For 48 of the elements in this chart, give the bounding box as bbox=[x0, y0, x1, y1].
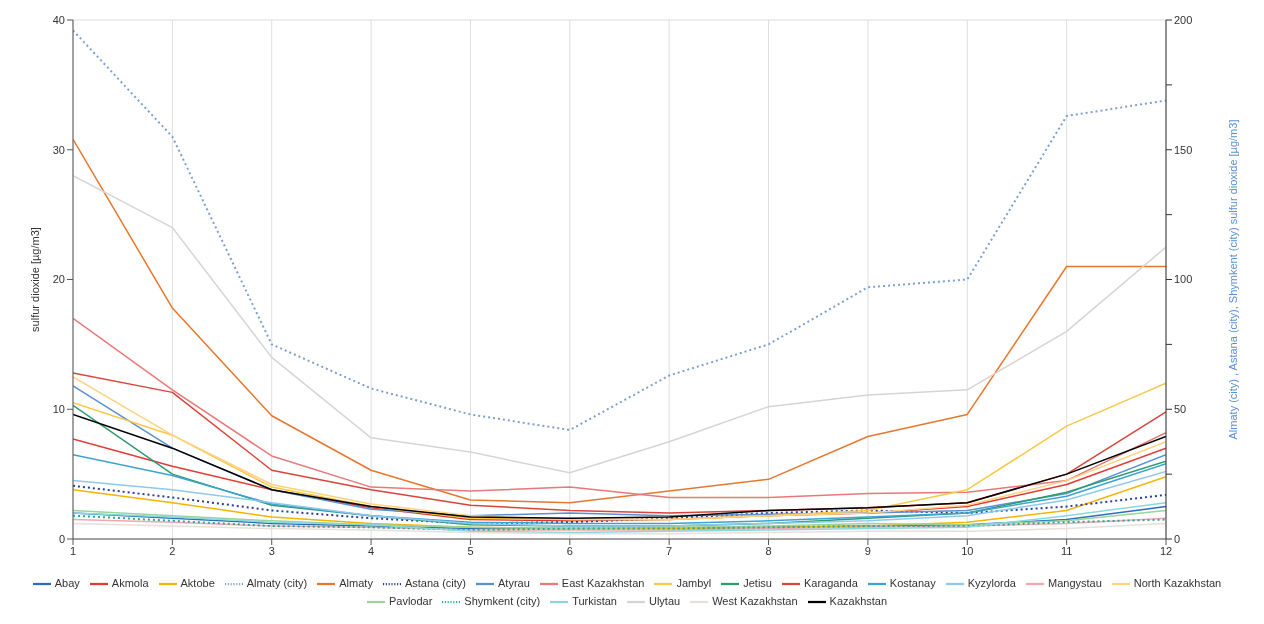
line-series bbox=[73, 138, 1166, 504]
legend-label: Atyrau bbox=[498, 576, 530, 589]
legend-label: East Kazakhstan bbox=[561, 576, 645, 589]
legend-label: Almaty bbox=[339, 576, 373, 589]
x-tick-label: 1 bbox=[69, 544, 77, 557]
legend-label: Jambyl bbox=[676, 576, 712, 589]
legend-label: Pavlodar bbox=[388, 594, 433, 607]
legend-label: Astana (city) bbox=[404, 576, 467, 589]
y2-tick-label: 100 bbox=[1174, 273, 1193, 286]
legend-label: Kyzylorda bbox=[967, 576, 1016, 589]
legend-label: West Kazakhstan bbox=[712, 594, 798, 607]
y2-tick-label: 50 bbox=[1174, 403, 1187, 416]
line-series bbox=[73, 453, 1166, 525]
x-tick-label: 4 bbox=[368, 544, 375, 557]
legend-label: Turkistan bbox=[572, 594, 617, 607]
x-tick-label: 3 bbox=[268, 544, 275, 557]
x-tick-label: 5 bbox=[467, 544, 474, 557]
x-tick-label: 10 bbox=[961, 544, 974, 557]
y2-tick-label: 200 bbox=[1174, 13, 1193, 26]
y-tick-label: 40 bbox=[52, 13, 65, 26]
y-tick-label: 30 bbox=[52, 143, 65, 156]
x-tick-label: 7 bbox=[666, 544, 673, 557]
legend-label: Jetisu bbox=[743, 576, 772, 589]
legend-label: Shymkent (city) bbox=[464, 594, 541, 607]
legend-label: Aktobe bbox=[180, 576, 215, 589]
legend-label: Abay bbox=[54, 576, 80, 589]
x-tick-label: 8 bbox=[765, 544, 772, 557]
legend-label: Kostanay bbox=[889, 576, 936, 589]
x-tick-label: 6 bbox=[566, 544, 573, 557]
x-tick-label: 9 bbox=[864, 544, 871, 557]
x-tick-label: 2 bbox=[169, 544, 176, 557]
legend-label: North Kazakhstan bbox=[1133, 576, 1222, 589]
legend-label: Karaganda bbox=[803, 576, 858, 589]
legend-label: Ulytau bbox=[648, 594, 681, 607]
y2-tick-label: 0 bbox=[1174, 532, 1181, 545]
x-tick-label: 11 bbox=[1060, 544, 1073, 557]
legend-label: Kazakhstan bbox=[829, 594, 888, 607]
y2-tick-label: 150 bbox=[1174, 143, 1193, 156]
legend-label: Akmola bbox=[111, 576, 149, 589]
y-tick-label: 20 bbox=[52, 273, 65, 286]
line-series bbox=[73, 317, 1166, 499]
legend-label: Almaty (city) bbox=[246, 576, 308, 589]
y2-axis-title: Almaty (city) , Astana (city), Shymkent (city) sulfur dioxide [µg/m3] bbox=[1226, 119, 1239, 440]
y-axis-title: sulfur dioxide [µg/m3] bbox=[28, 227, 41, 332]
y-tick-label: 10 bbox=[52, 403, 65, 416]
y-tick-label: 0 bbox=[58, 532, 65, 545]
x-tick-label: 12 bbox=[1159, 544, 1173, 557]
legend-label: Mangystau bbox=[1047, 576, 1102, 589]
